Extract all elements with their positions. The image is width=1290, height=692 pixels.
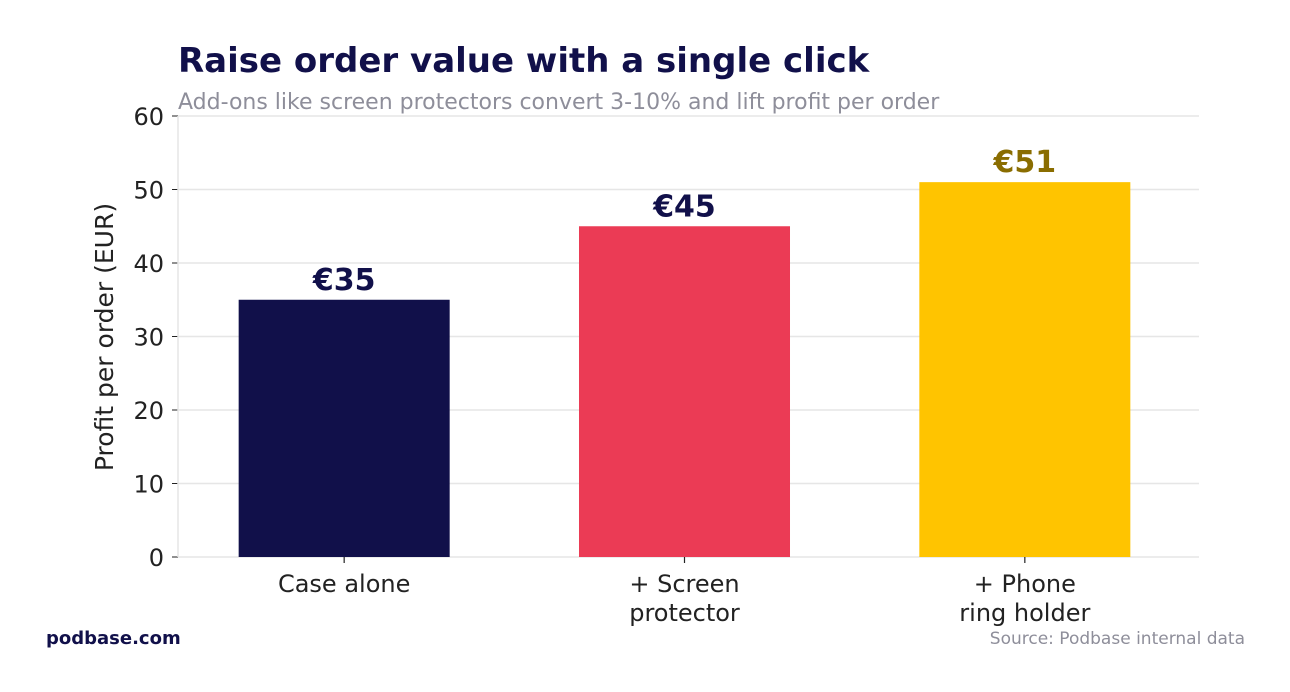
y-tick-label: 60: [133, 103, 164, 131]
bar-value-label: €51: [993, 145, 1057, 180]
chart-title: Raise order value with a single click: [178, 41, 871, 81]
footer-source: Source: Podbase internal data: [990, 629, 1245, 649]
y-tick-label: 50: [133, 177, 164, 205]
y-tick-label: 20: [133, 397, 164, 425]
bar-value-label: €45: [652, 189, 716, 224]
chart-subtitle: Add-ons like screen protectors convert 3…: [178, 90, 940, 115]
bars: [238, 182, 1131, 557]
bar: [238, 299, 450, 557]
y-tick-label: 30: [133, 324, 164, 352]
bar: [578, 226, 791, 557]
x-tick-label: Case alone: [278, 570, 410, 598]
bar: [919, 182, 1131, 557]
y-tick-label: 0: [149, 544, 164, 572]
bar-value-label: €35: [312, 263, 376, 298]
footer-brand: podbase.com: [46, 628, 181, 649]
y-tick-label: 10: [133, 471, 164, 499]
y-tick-label: 40: [133, 250, 164, 278]
data-labels: €35 €45 €51: [312, 145, 1056, 298]
axes: 0 10 20 30 40 50 60 Case alone + Screen protector…: [133, 103, 1090, 627]
y-axis-label: Profit per order (EUR): [90, 203, 119, 471]
x-tick-label: + Screen protector: [629, 570, 740, 627]
x-tick-label: + Phone ring holder: [959, 570, 1090, 627]
